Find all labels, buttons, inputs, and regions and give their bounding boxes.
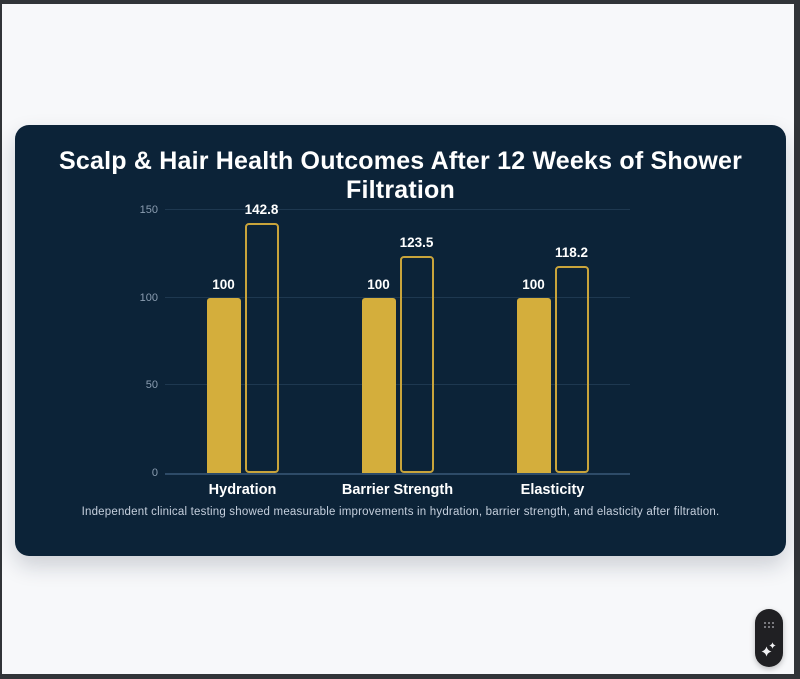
- bar-filled: [516, 297, 551, 473]
- chart-caption: Independent clinical testing showed meas…: [81, 506, 720, 518]
- floating-widget-button[interactable]: [755, 609, 783, 667]
- y-tick-label: 150: [139, 204, 158, 216]
- y-tick-label: 50: [145, 379, 158, 392]
- gridline: [165, 296, 630, 298]
- bar-outlined: [554, 265, 589, 473]
- page-background: Scalp & Hair Health Outcomes After 12 We…: [2, 4, 794, 674]
- drag-dots-icon: [764, 622, 774, 628]
- gridline: [165, 209, 630, 210]
- bar-filled: [206, 297, 241, 473]
- bar-value-label: 100: [522, 276, 545, 292]
- chart-card: Scalp & Hair Health Outcomes After 12 We…: [15, 125, 786, 556]
- bar-value-label: 118.2: [554, 244, 589, 260]
- bar-chart: 100 142.8 100 123.5 100 118.2 0 50 100 150 Hydrat…: [15, 125, 786, 556]
- x-axis-label: Hydration: [208, 482, 277, 498]
- bar-filled: [361, 297, 396, 473]
- chart-title: Scalp & Hair Health Outcomes After 12 We…: [58, 147, 743, 204]
- bar-value-label: 123.5: [399, 235, 434, 251]
- plot-area: 100 142.8 100 123.5 100 118.2: [165, 202, 630, 475]
- bar-outlined: [399, 256, 434, 473]
- bar-value-label: 142.8: [244, 201, 279, 217]
- x-axis-label: Elasticity: [520, 482, 585, 498]
- sparkle-icon: [761, 642, 776, 657]
- y-tick-label: 0: [151, 467, 158, 479]
- bar-value-label: 100: [367, 276, 390, 292]
- bar-value-label: 100: [212, 276, 235, 292]
- x-axis-label: Barrier Strength: [341, 482, 454, 498]
- bar-outlined: [244, 222, 279, 473]
- gridline: [165, 384, 630, 386]
- y-tick-label: 100: [139, 291, 158, 304]
